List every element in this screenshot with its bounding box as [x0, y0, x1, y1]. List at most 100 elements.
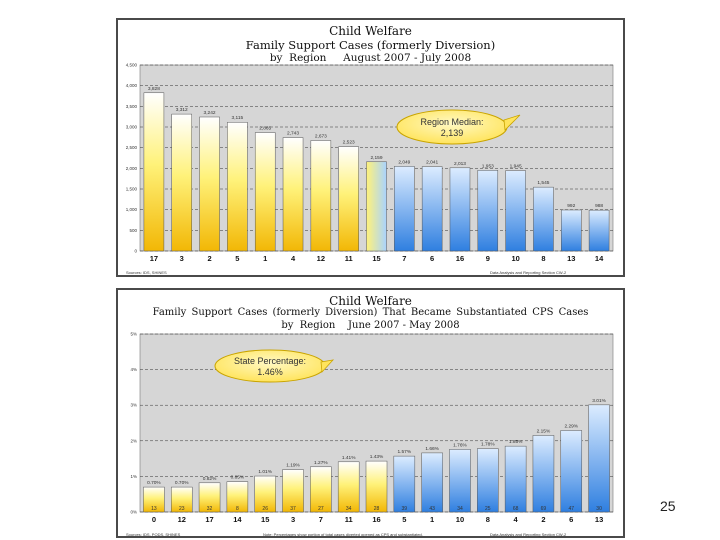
bar-case-count: 28 [374, 506, 380, 512]
bar-case-count: 37 [290, 506, 296, 512]
x-tick-label: 16 [456, 254, 464, 263]
chart-subtitle: Family Support Cases (formerly Diversion… [245, 38, 496, 52]
bar-region-0 [143, 486, 165, 513]
bar-case-count: 8 [236, 506, 239, 512]
chart-title: Child Welfare [329, 24, 412, 38]
y-tick-label: 3,000 [126, 125, 138, 130]
bar-region-4 [504, 445, 527, 513]
value-label: 1,953 [482, 163, 494, 169]
x-tick-label: 12 [317, 254, 325, 263]
bar-region-4 [282, 137, 304, 252]
x-tick-label: 17 [150, 254, 158, 263]
bar-region-13 [588, 404, 610, 513]
value-label: 988 [595, 203, 603, 209]
y-tick-label: 1% [130, 474, 137, 479]
y-tick-label: 1,500 [126, 187, 138, 192]
bar-region-8 [477, 448, 499, 513]
bar-case-count: 69 [541, 506, 547, 512]
value-label: 0.70% [175, 480, 189, 486]
bar-region-6 [421, 166, 443, 252]
x-tick-label: 15 [261, 515, 269, 524]
value-label: 1.41% [342, 455, 356, 461]
value-label: 2.29% [564, 423, 578, 429]
y-tick-label: 4,000 [126, 83, 138, 88]
x-tick-label: 2 [207, 254, 211, 263]
x-tick-label: 6 [430, 254, 434, 263]
y-tick-label: 1,000 [126, 207, 138, 212]
x-tick-label: 13 [595, 515, 603, 524]
bar-chart-cases-by-region: 0 500 1,000 1,500 2,000 2,500 3,000 3,500 4,000 4… [126, 63, 614, 263]
bar-region-2 [199, 116, 220, 252]
bar-region-10 [505, 170, 526, 252]
bar-region-3 [171, 113, 192, 252]
x-tick-label: 15 [372, 254, 380, 263]
value-label: 2.15% [537, 428, 551, 434]
x-tick-label: 12 [178, 515, 186, 524]
chart-footer-section: Data Analysis and Reporting Section CW-2 [490, 532, 567, 537]
y-tick-label: 0% [130, 510, 137, 515]
bar-region-1 [421, 452, 443, 513]
bar-region-14 [588, 209, 610, 252]
x-tick-label: 10 [456, 515, 464, 524]
value-label: 1.01% [258, 469, 272, 475]
y-tick-label: 2,500 [126, 145, 138, 150]
bar-region-11 [338, 146, 359, 252]
callout-value: 1.46% [257, 367, 283, 377]
chart-date-range: by Region June 2007 - May 2008 [281, 320, 460, 331]
value-label: 1.78% [481, 442, 495, 448]
value-label: 1.19% [286, 463, 300, 469]
chart-footer-note: Note: Percentages show portion of total … [263, 532, 423, 537]
value-label: 2,159 [370, 155, 382, 161]
bar-region-5 [227, 121, 248, 252]
y-tick-label: 2,000 [126, 166, 138, 171]
callout-ellipse [396, 109, 508, 145]
bar-region-7 [394, 166, 415, 252]
callout-pointer [503, 114, 521, 131]
value-label: 2,523 [343, 140, 355, 146]
bar-region-17 [143, 92, 165, 252]
value-label: 2,041 [426, 160, 438, 166]
value-label: 2,049 [398, 159, 410, 165]
callout-label: State Percentage: [234, 356, 306, 366]
bar-region-6 [560, 430, 583, 513]
x-tick-label: 14 [595, 254, 604, 263]
bar-region-12 [310, 140, 332, 252]
bar-region-8 [533, 186, 554, 252]
bar-region-9 [477, 170, 499, 252]
value-label: 1,945 [510, 164, 522, 170]
y-tick-label: 3,500 [126, 104, 138, 109]
x-tick-label: 7 [319, 515, 323, 524]
x-tick-label: 6 [569, 515, 573, 524]
x-tick-label: 11 [345, 254, 353, 263]
chart-source: Sources: IDS, SHINES [126, 270, 167, 275]
bar-region-16 [365, 460, 388, 513]
bar-case-count: 23 [179, 506, 185, 512]
bar-case-count: 25 [485, 506, 491, 512]
bar-case-count: 47 [568, 506, 574, 512]
bar-region-12 [170, 486, 193, 513]
value-label: 3,312 [176, 107, 188, 113]
bar-case-count: 43 [429, 506, 435, 512]
value-label: 1.76% [453, 442, 467, 448]
bar-region-16 [449, 167, 471, 252]
x-tick-label: 4 [514, 515, 519, 524]
callout-bubble: State Percentage:1.46% [214, 349, 335, 383]
value-label: 0.82% [203, 476, 217, 482]
page-number: 25 [660, 498, 676, 514]
bar-region-17 [198, 482, 221, 513]
x-tick-label: 2 [541, 515, 545, 524]
value-label: 3,242 [204, 110, 216, 116]
bar-case-count: 34 [457, 506, 463, 512]
x-tick-label: 9 [486, 254, 490, 263]
x-tick-label: 0 [152, 515, 156, 524]
bar-case-count: 26 [262, 506, 268, 512]
x-tick-label: 8 [541, 254, 545, 263]
bar-case-count: 30 [596, 506, 602, 512]
value-label: 0.70% [147, 480, 161, 486]
bar-region-10 [449, 449, 471, 513]
x-tick-label: 14 [233, 515, 242, 524]
value-label: 1.85% [509, 439, 523, 445]
y-tick-label: 0 [134, 249, 137, 254]
chart-footer-section: Data Analysis and Reporting Section CW-2 [490, 270, 567, 275]
value-label: 1.43% [370, 454, 384, 460]
